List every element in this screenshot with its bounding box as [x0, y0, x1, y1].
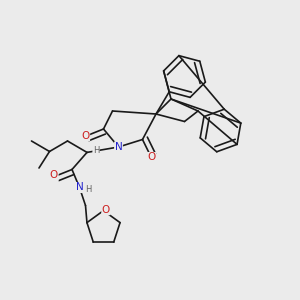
Text: O: O: [102, 205, 110, 215]
Text: H: H: [85, 184, 91, 194]
Text: O: O: [81, 130, 90, 141]
Text: H: H: [93, 146, 99, 155]
Text: O: O: [147, 152, 156, 163]
Text: N: N: [115, 142, 122, 152]
Text: N: N: [76, 182, 83, 193]
Text: O: O: [50, 170, 58, 181]
